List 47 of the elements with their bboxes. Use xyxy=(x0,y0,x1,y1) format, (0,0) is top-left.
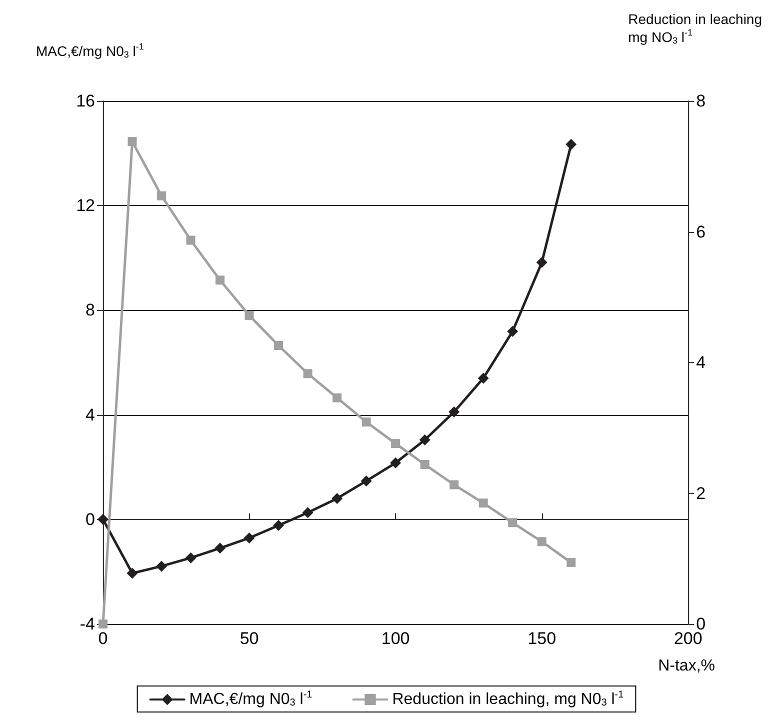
point xyxy=(302,507,314,518)
x-tick-label: 150 xyxy=(528,629,556,648)
point xyxy=(420,460,430,469)
y2-tick-label: 4 xyxy=(696,353,706,372)
x-tick-label: 50 xyxy=(240,629,259,648)
point xyxy=(332,393,342,402)
point xyxy=(450,480,459,490)
point xyxy=(360,475,372,486)
point xyxy=(536,256,548,268)
x-axis-title: N-tax,% xyxy=(658,658,716,674)
point xyxy=(157,191,166,200)
point xyxy=(186,236,196,245)
point xyxy=(214,542,226,554)
point xyxy=(244,532,255,544)
point xyxy=(156,560,168,572)
point xyxy=(448,406,460,418)
point xyxy=(244,310,254,320)
y-tick-label: 4 xyxy=(86,405,95,424)
point xyxy=(390,457,402,468)
point xyxy=(273,520,284,531)
point xyxy=(507,326,518,337)
point xyxy=(537,537,546,546)
y2-tick-label: 2 xyxy=(696,484,706,503)
point xyxy=(419,434,430,446)
point xyxy=(185,552,196,564)
point xyxy=(391,439,400,448)
point xyxy=(508,518,518,528)
y2-tick-label: 6 xyxy=(696,222,706,242)
y-tick-label: 12 xyxy=(76,196,95,216)
point xyxy=(128,137,137,146)
point xyxy=(303,369,312,378)
x-tick-label: 100 xyxy=(381,629,410,648)
point xyxy=(478,372,489,384)
point xyxy=(566,138,577,150)
point xyxy=(274,341,284,350)
point xyxy=(216,276,225,285)
point xyxy=(566,558,576,568)
point xyxy=(362,417,371,426)
point xyxy=(126,568,138,579)
point xyxy=(332,492,343,504)
y-tick-label: 8 xyxy=(86,300,95,320)
y2-tick-label: 8 xyxy=(696,92,706,110)
x-tick-label: 0 xyxy=(98,629,108,648)
y-tick-label: 0 xyxy=(86,510,95,529)
y-tick-label: -4 xyxy=(80,614,95,634)
y-tick-label: 16 xyxy=(76,92,95,110)
point xyxy=(478,498,488,508)
